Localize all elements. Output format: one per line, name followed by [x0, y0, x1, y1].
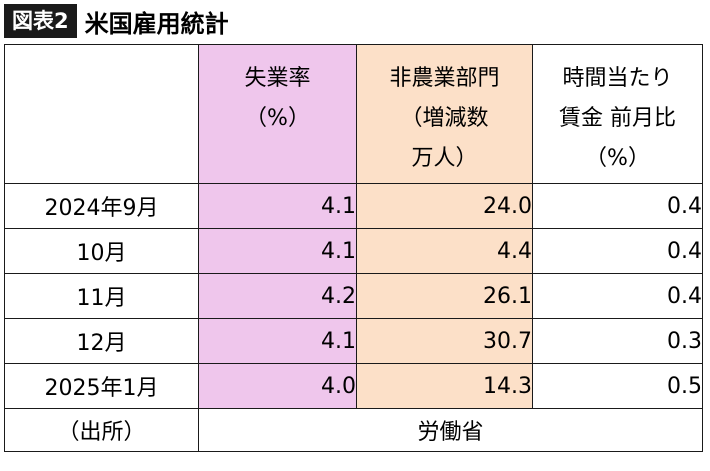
row-label: 2025年1月	[4, 363, 199, 409]
figure-title-bar: 図表2 米国雇用統計	[4, 4, 229, 38]
cell-hourly-wage: 0.5	[532, 363, 703, 409]
cell-nonfarm-payrolls: 4.4	[356, 228, 533, 274]
table-row: 2024年9月 4.1 24.0 0.4	[4, 183, 703, 229]
cell-unemployment-rate: 4.1	[198, 318, 357, 364]
source-row: （出所） 労働省	[4, 408, 703, 452]
header-unemployment-rate: 失業率 （%）	[198, 44, 357, 184]
figure-title: 米国雇用統計	[84, 9, 229, 38]
cell-hourly-wage: 0.4	[532, 228, 703, 274]
header-nonfarm-payrolls: 非農業部門 （増減数 万人）	[356, 44, 533, 184]
figure-number-badge: 図表2	[4, 4, 77, 38]
cell-unemployment-rate: 4.2	[198, 273, 357, 319]
header-nonfarm-payrolls-label: 非農業部門 （増減数 万人）	[389, 66, 500, 171]
cell-hourly-wage: 0.4	[532, 273, 703, 319]
header-corner-cell	[4, 44, 199, 184]
table-row: 2025年1月 4.0 14.3 0.5	[4, 363, 703, 409]
cell-nonfarm-payrolls: 24.0	[356, 183, 533, 229]
row-label: 2024年9月	[4, 183, 199, 229]
employment-statistics-table: 失業率 （%） 非農業部門 （増減数 万人） 時間当たり 賃金 前月比 （%） …	[4, 44, 703, 452]
source-value: 労働省	[198, 408, 703, 452]
cell-unemployment-rate: 4.1	[198, 228, 357, 274]
cell-unemployment-rate: 4.1	[198, 183, 357, 229]
row-label: 12月	[4, 318, 199, 364]
table-row: 10月 4.1 4.4 0.4	[4, 228, 703, 274]
source-label: （出所）	[4, 408, 199, 452]
table-row: 12月 4.1 30.7 0.3	[4, 318, 703, 364]
row-label: 11月	[4, 273, 199, 319]
header-hourly-wage-label: 時間当たり 賃金 前月比 （%）	[559, 66, 676, 171]
cell-hourly-wage: 0.3	[532, 318, 703, 364]
table-row: 11月 4.2 26.1 0.4	[4, 273, 703, 319]
header-row: 失業率 （%） 非農業部門 （増減数 万人） 時間当たり 賃金 前月比 （%）	[4, 44, 703, 184]
cell-hourly-wage: 0.4	[532, 183, 703, 229]
header-unemployment-rate-label: 失業率 （%）	[244, 66, 311, 131]
cell-nonfarm-payrolls: 14.3	[356, 363, 533, 409]
cell-nonfarm-payrolls: 26.1	[356, 273, 533, 319]
cell-nonfarm-payrolls: 30.7	[356, 318, 533, 364]
row-label: 10月	[4, 228, 199, 274]
cell-unemployment-rate: 4.0	[198, 363, 357, 409]
header-hourly-wage: 時間当たり 賃金 前月比 （%）	[532, 44, 703, 184]
